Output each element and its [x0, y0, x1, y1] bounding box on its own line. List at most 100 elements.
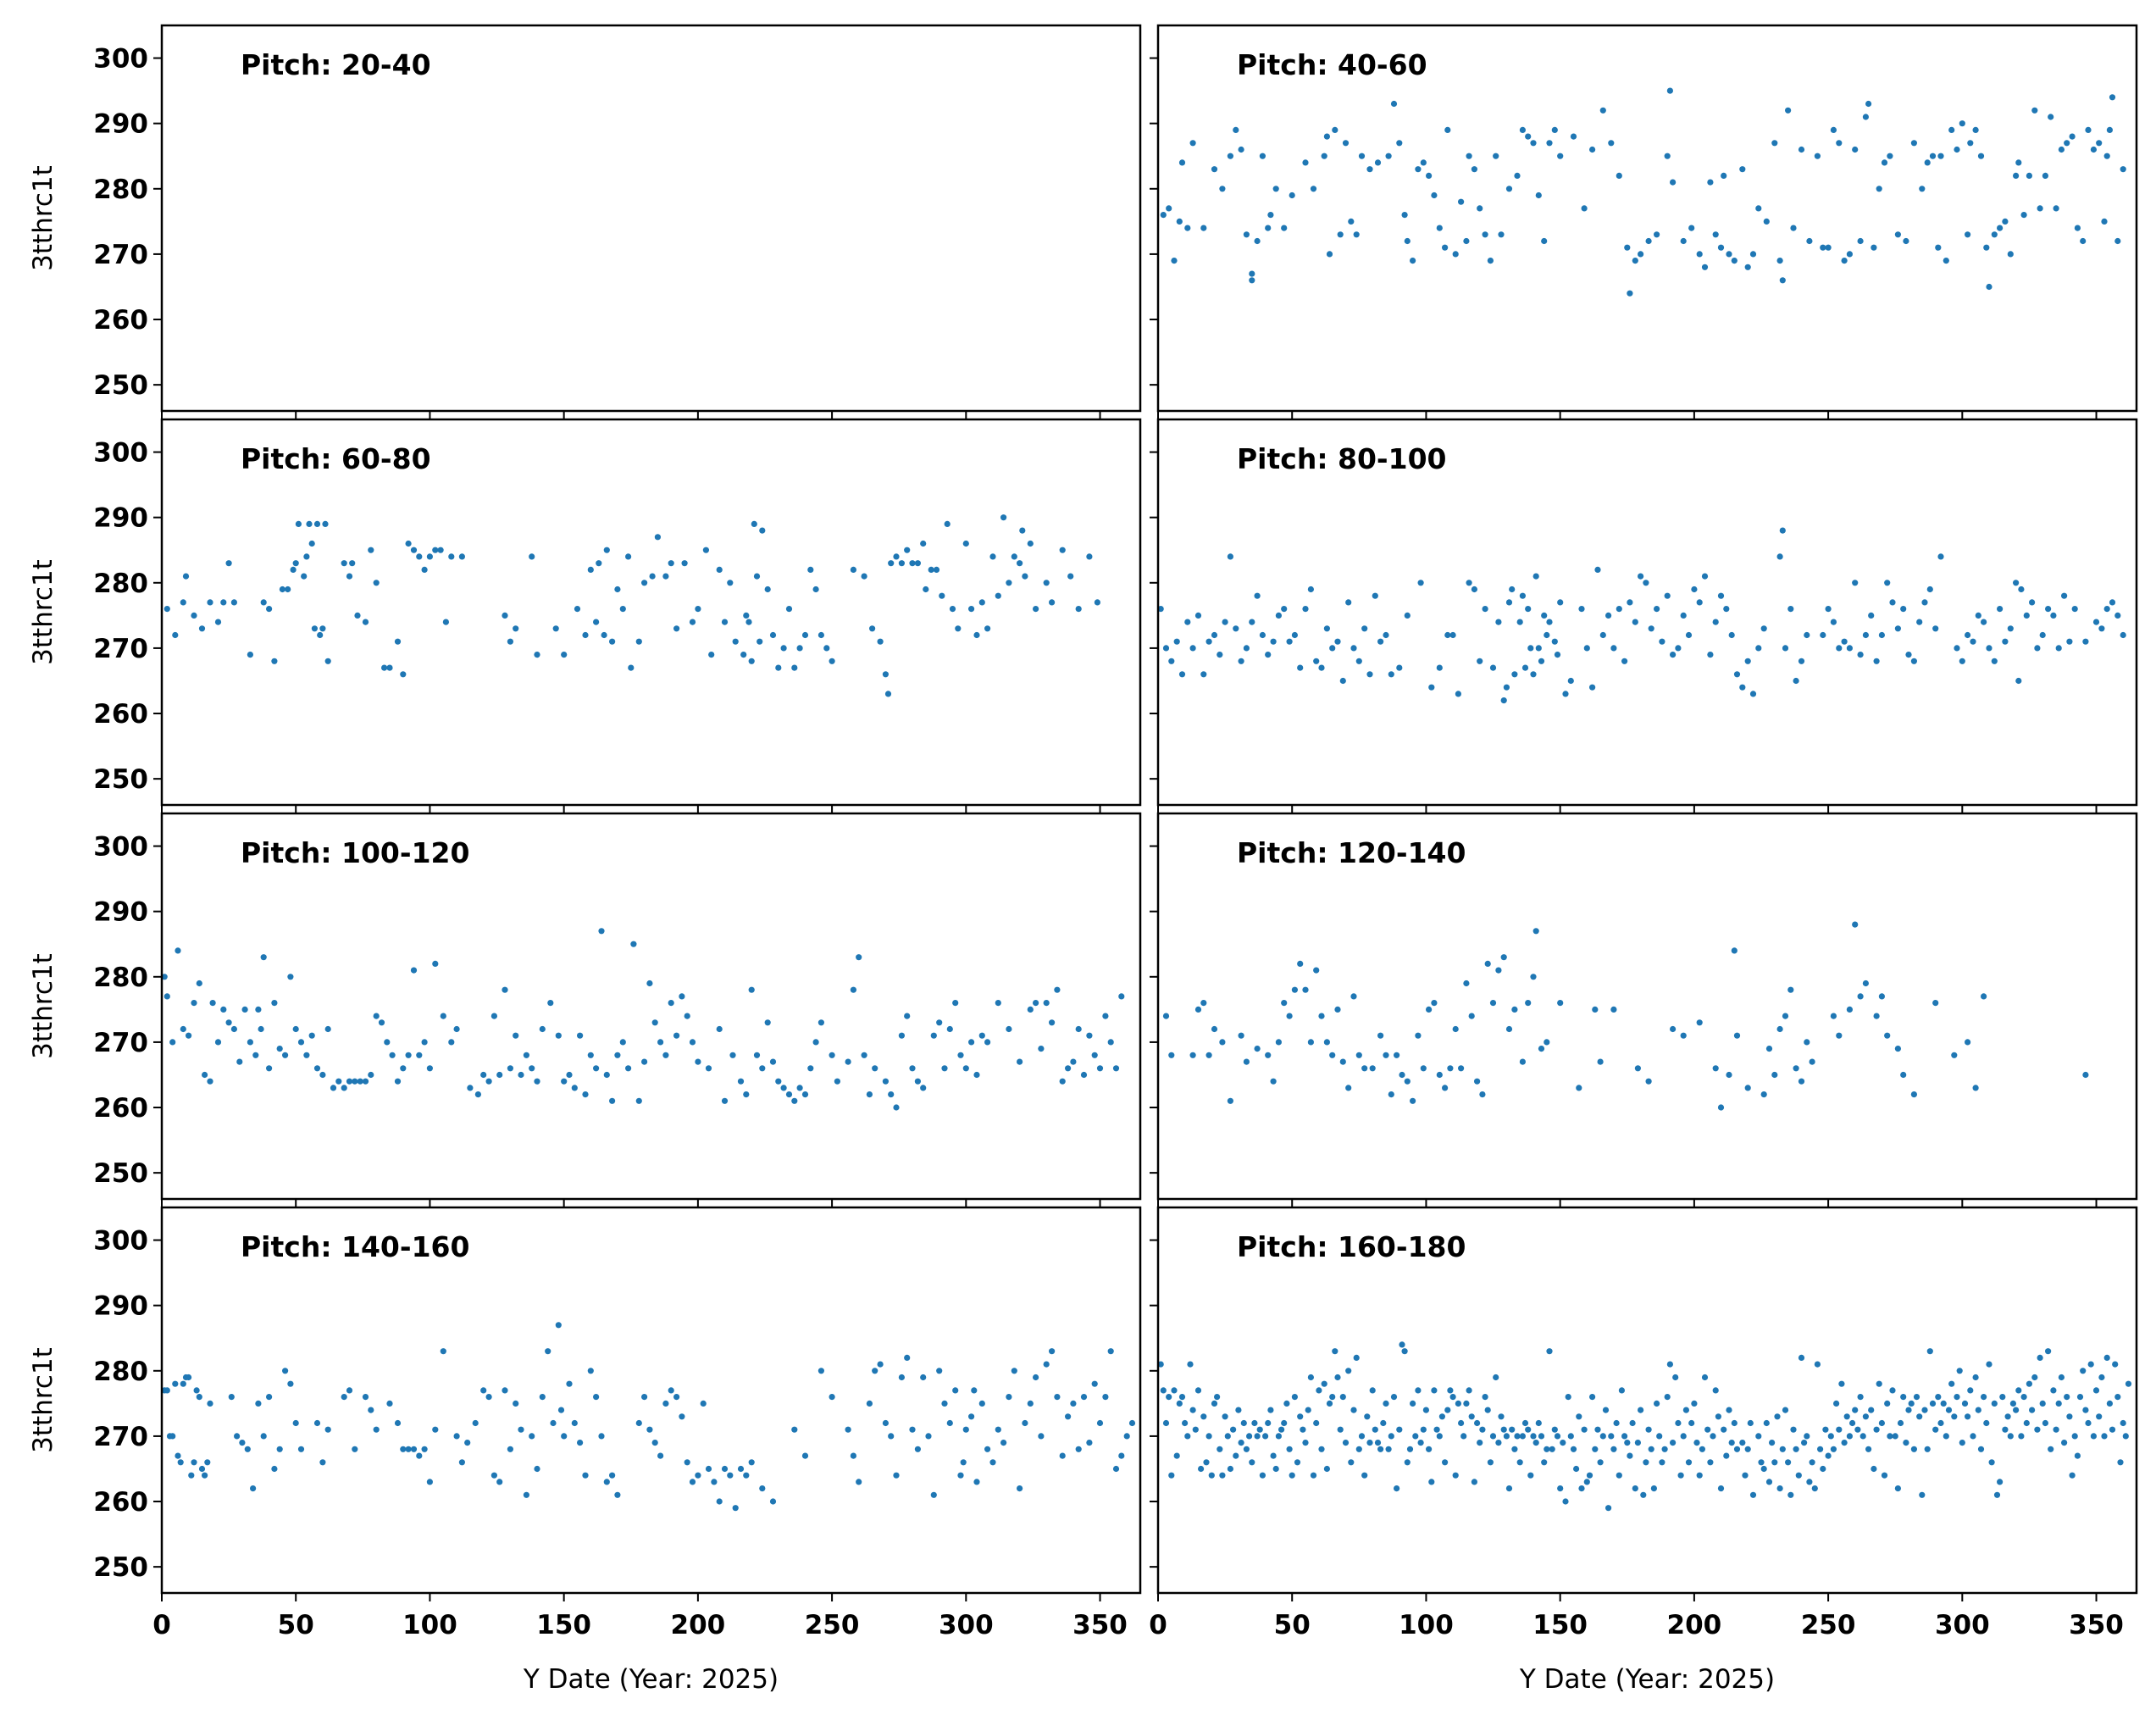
data-point — [1562, 691, 1569, 697]
data-point — [1811, 1485, 1818, 1492]
data-point — [2090, 1433, 2097, 1440]
data-point — [1442, 244, 1449, 251]
data-point — [812, 586, 819, 593]
data-point — [1599, 1433, 1606, 1440]
data-point — [1283, 1400, 1290, 1407]
data-point — [1871, 244, 1877, 251]
data-point — [1249, 619, 1255, 625]
data-point — [1935, 244, 1942, 251]
data-point — [507, 638, 514, 645]
x-tick-label: 150 — [1532, 1610, 1588, 1640]
data-point — [1820, 631, 1826, 639]
data-point — [1857, 993, 1864, 1000]
data-point — [1900, 1071, 1907, 1079]
data-point — [2055, 1400, 2062, 1407]
data-point — [1102, 1013, 1109, 1019]
data-point — [287, 1380, 294, 1387]
data-point — [1189, 645, 1196, 652]
data-point — [1774, 1413, 1781, 1420]
data-point — [1852, 1407, 1859, 1413]
data-point — [566, 1071, 573, 1079]
data-point — [1297, 664, 1304, 671]
data-point — [485, 1078, 492, 1085]
data-point — [1422, 1407, 1429, 1413]
data-point — [175, 947, 181, 954]
data-point — [705, 1065, 712, 1072]
data-point — [1157, 1361, 1164, 1368]
data-point — [386, 1400, 393, 1407]
data-point — [1688, 1419, 1695, 1427]
data-point — [282, 1368, 289, 1374]
data-point — [1249, 270, 1255, 277]
data-point — [1449, 1394, 1456, 1401]
data-point — [651, 1440, 658, 1446]
data-point — [1323, 625, 1330, 632]
data-point — [1249, 1459, 1255, 1466]
data-point — [1790, 1426, 1797, 1433]
plot-frame — [1156, 418, 2138, 807]
data-point — [386, 664, 393, 671]
data-point — [1959, 1440, 1965, 1446]
data-point — [1997, 606, 2004, 613]
data-point — [577, 1440, 584, 1446]
data-point — [1505, 1025, 1513, 1033]
data-point — [324, 658, 331, 664]
data-point — [1868, 612, 1875, 619]
data-point — [1033, 606, 1039, 613]
data-point — [2058, 1374, 2065, 1381]
data-point — [1194, 1006, 1202, 1013]
data-point — [1707, 652, 1714, 658]
data-point — [1965, 1413, 1971, 1420]
data-point — [186, 1374, 192, 1381]
data-point — [303, 553, 310, 560]
data-point — [1739, 166, 1746, 173]
data-point — [2085, 126, 2092, 133]
data-point — [732, 1505, 739, 1512]
data-point — [641, 1058, 648, 1065]
data-point — [555, 1032, 562, 1039]
data-point — [689, 619, 696, 625]
data-point — [1790, 225, 1797, 231]
data-point — [1664, 153, 1671, 159]
data-point — [1616, 1472, 1622, 1479]
data-point — [1616, 606, 1622, 613]
data-point — [2114, 612, 2121, 619]
data-point — [1583, 1479, 1590, 1485]
data-point — [1043, 580, 1050, 586]
data-point — [1854, 1426, 1861, 1433]
data-point — [2020, 1394, 2027, 1401]
data-point — [1027, 1400, 1034, 1407]
data-point — [1640, 1491, 1647, 1498]
data-point — [743, 1472, 750, 1479]
data-point — [1348, 218, 1355, 225]
data-point — [1852, 580, 1859, 586]
data-point — [1715, 1413, 1721, 1420]
data-point — [1222, 619, 1228, 625]
data-point — [936, 1019, 943, 1026]
data-point — [319, 1071, 326, 1079]
data-point — [1361, 1065, 1368, 1072]
data-point — [1787, 1491, 1794, 1498]
data-point — [1482, 231, 1488, 238]
data-point — [614, 1052, 621, 1058]
data-point — [1233, 625, 1239, 632]
data-point — [2007, 1433, 2014, 1440]
data-point — [1468, 1013, 1475, 1019]
data-point — [1238, 658, 1244, 664]
data-point — [1704, 1426, 1711, 1433]
data-point — [1905, 652, 1912, 658]
data-point — [1986, 283, 1992, 291]
x-tick-label: 0 — [152, 1610, 171, 1640]
data-point — [850, 1452, 857, 1459]
data-point — [1500, 954, 1507, 961]
data-point — [1364, 1413, 1371, 1420]
data-point — [485, 1394, 492, 1401]
data-point — [2066, 1413, 2073, 1420]
data-point — [1654, 231, 1660, 238]
data-point — [2109, 1426, 2116, 1433]
data-point — [1173, 638, 1180, 645]
data-point — [1744, 1446, 1751, 1452]
data-point — [1345, 599, 1352, 606]
y-tick-label: 270 — [93, 1028, 148, 1058]
data-point — [2013, 172, 2020, 179]
